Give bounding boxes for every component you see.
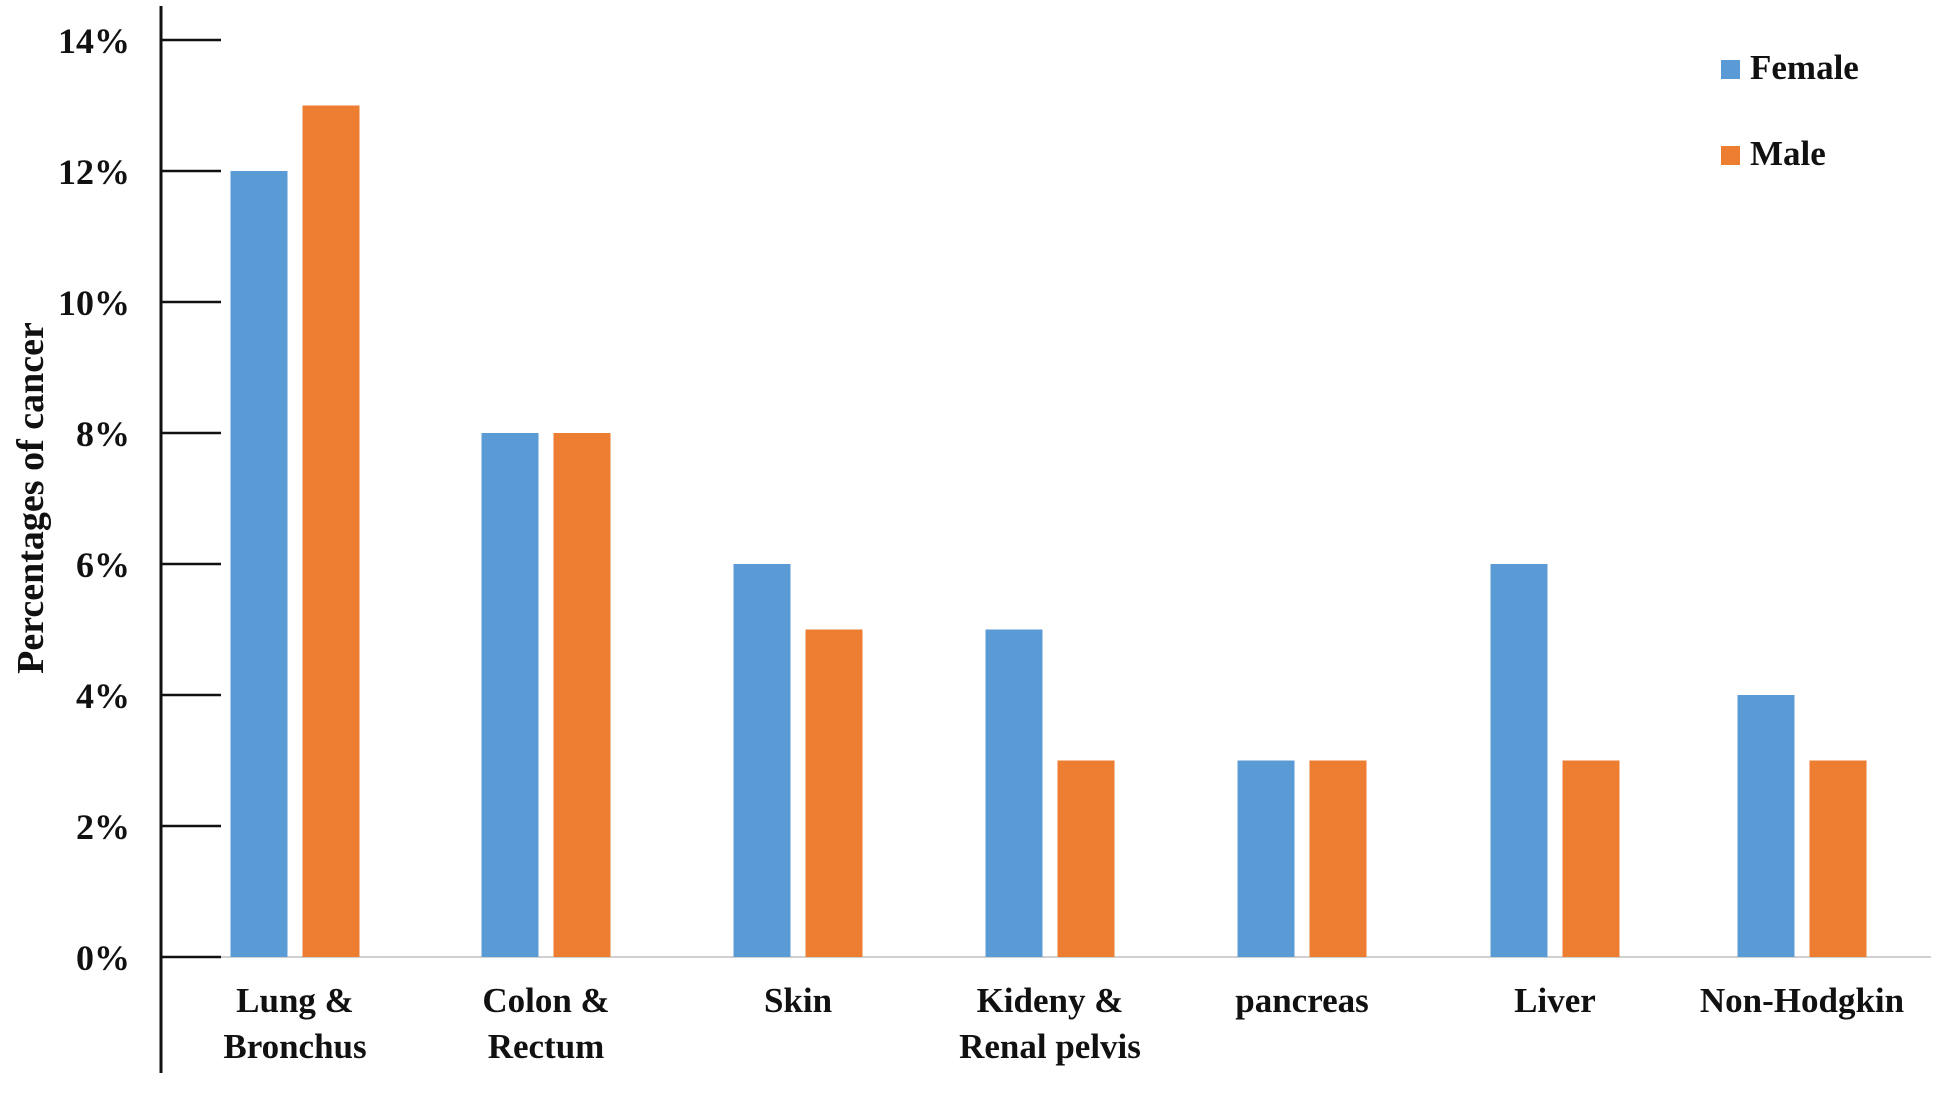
x-tick-label: Rectum xyxy=(488,1027,605,1066)
bar-female xyxy=(733,564,791,957)
x-tick-label: Lung & xyxy=(236,981,354,1020)
x-tick-label: Skin xyxy=(764,981,832,1020)
legend-swatch-female xyxy=(1721,60,1740,79)
bar-female xyxy=(1737,695,1795,957)
bar-male xyxy=(1309,760,1367,957)
bar-male xyxy=(1562,760,1620,957)
legend-label-female: Female xyxy=(1750,48,1859,87)
bar-male xyxy=(553,433,611,957)
bar-female xyxy=(230,171,288,957)
y-tick-label: 0% xyxy=(76,938,130,978)
x-tick-label: pancreas xyxy=(1235,981,1369,1020)
y-axis-title: Percentages of cancer xyxy=(10,322,52,674)
y-tick-label: 2% xyxy=(76,807,130,847)
y-tick-label: 4% xyxy=(76,676,130,716)
x-tick-label: Renal pelvis xyxy=(959,1027,1141,1066)
x-tick-label: Non-Hodgkin xyxy=(1700,981,1904,1020)
y-tick-label: 12% xyxy=(58,152,130,192)
legend-swatch-male xyxy=(1721,146,1740,165)
x-tick-label: Bronchus xyxy=(223,1027,366,1066)
x-tick-label: Kideny & xyxy=(977,981,1124,1020)
x-tick-label: Colon & xyxy=(482,981,609,1020)
y-tick-label: 6% xyxy=(76,545,130,585)
y-tick-label: 10% xyxy=(58,283,130,323)
bar-female xyxy=(1490,564,1548,957)
x-tick-label: Liver xyxy=(1514,981,1596,1020)
bar-female xyxy=(985,629,1043,957)
bar-male xyxy=(302,105,360,957)
bar-male xyxy=(805,629,863,957)
bar-female xyxy=(481,433,539,957)
y-tick-label: 14% xyxy=(58,21,130,61)
legend-label-male: Male xyxy=(1750,134,1826,173)
bar-male xyxy=(1809,760,1867,957)
bar-female xyxy=(1237,760,1295,957)
bar-male xyxy=(1057,760,1115,957)
y-tick-label: 8% xyxy=(76,414,130,454)
